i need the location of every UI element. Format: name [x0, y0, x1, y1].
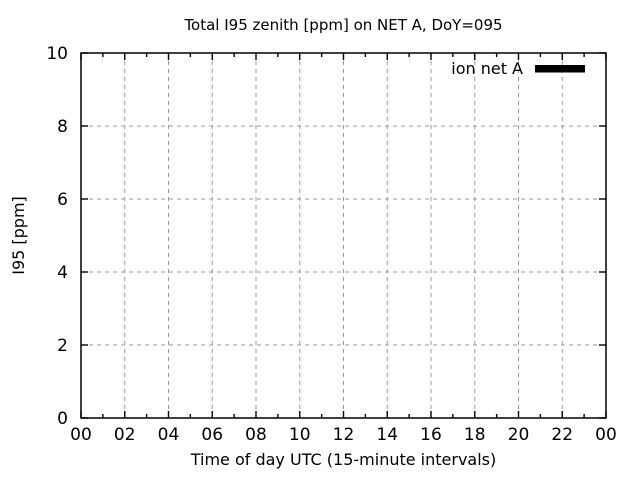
y-axis-label: I95 [ppm]: [9, 196, 28, 275]
x-tick-label: 00: [595, 425, 617, 445]
x-tick-label: 06: [201, 425, 223, 445]
legend-line-sample: [535, 65, 585, 73]
legend-label: ion net A: [451, 59, 523, 78]
y-tick-label: 8: [57, 117, 68, 137]
y-tick-label: 0: [57, 409, 68, 429]
grid-layer: [81, 53, 606, 418]
x-tick-label: 10: [289, 425, 311, 445]
x-axis-label: Time of day UTC (15-minute intervals): [190, 450, 497, 469]
x-tick-label: 12: [333, 425, 355, 445]
x-tick-label: 18: [464, 425, 486, 445]
x-tick-label: 08: [245, 425, 267, 445]
y-tick-label: 6: [57, 190, 68, 210]
y-tick-label: 4: [57, 263, 68, 283]
x-tick-label: 00: [70, 425, 92, 445]
tick-layer: [80, 52, 607, 419]
y-tick-label: 10: [46, 44, 68, 64]
chart-title: Total I95 zenith [ppm] on NET A, DoY=095: [183, 16, 502, 34]
x-tick-label: 20: [508, 425, 530, 445]
x-tick-label: 02: [114, 425, 136, 445]
x-tick-label: 14: [376, 425, 398, 445]
x-tick-label: 22: [551, 425, 573, 445]
legend: ion net A: [451, 59, 585, 78]
y-tick-label: 2: [57, 336, 68, 356]
x-tick-label: 04: [158, 425, 180, 445]
x-tick-label: 16: [420, 425, 442, 445]
